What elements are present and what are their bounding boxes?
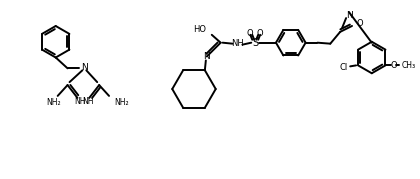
Text: O: O <box>390 61 396 70</box>
Text: N: N <box>81 63 88 72</box>
Text: S: S <box>252 38 258 48</box>
Text: NH: NH <box>74 97 85 106</box>
Text: NH₂: NH₂ <box>114 98 129 107</box>
Text: NH₂: NH₂ <box>47 98 61 107</box>
Text: O: O <box>257 29 263 38</box>
Text: CH₃: CH₃ <box>401 61 415 70</box>
Text: N: N <box>346 11 352 20</box>
Text: NH: NH <box>231 39 244 48</box>
Text: NH: NH <box>82 97 94 106</box>
Text: O: O <box>357 20 364 28</box>
Text: O: O <box>247 29 254 38</box>
Text: N: N <box>203 52 210 61</box>
Text: Cl: Cl <box>340 63 348 72</box>
Text: HO: HO <box>193 25 206 34</box>
